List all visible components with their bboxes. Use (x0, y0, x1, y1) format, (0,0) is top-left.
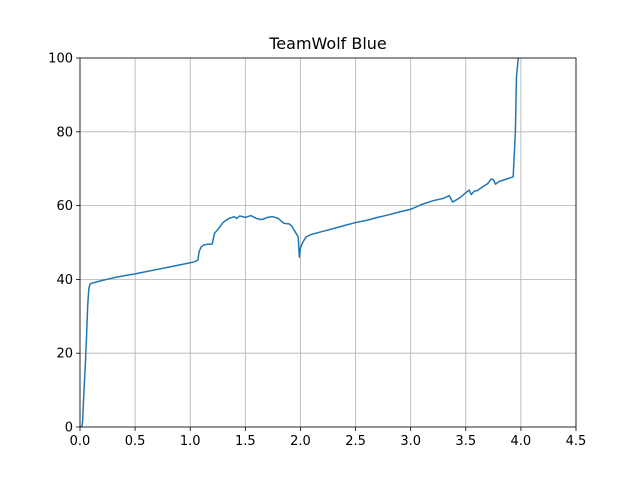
x-tick-label: 0.5 (125, 434, 146, 449)
x-tick-label: 1.0 (180, 434, 201, 449)
x-tick-label: 4.5 (566, 434, 587, 449)
series-layer (80, 58, 520, 427)
y-tick-label: 80 (56, 125, 73, 140)
x-tick-label: 2.5 (345, 434, 366, 449)
y-tick-label: 60 (56, 199, 73, 214)
y-tick-label: 0 (65, 421, 73, 436)
plot-area-frame (79, 57, 577, 428)
x-tick-label: 0.0 (70, 434, 91, 449)
x-tick-label: 3.5 (455, 434, 476, 449)
x-tick-label: 2.0 (290, 434, 311, 449)
x-tick-label: 1.5 (235, 434, 256, 449)
axis-ticks: 0.0 0.5 1.0 1.5 2.0 2.5 3.0 3.5 4.0 4.5 0 20 40 60 80 1… (48, 52, 586, 450)
x-tick-label: 3.0 (400, 434, 421, 449)
y-tick-label: 40 (56, 273, 73, 288)
y-tick-label: 20 (56, 347, 73, 362)
x-tick-label: 4.0 (511, 434, 532, 449)
y-tick-label: 100 (48, 52, 73, 67)
series-line (80, 58, 520, 427)
chart-title: TeamWolf Blue (268, 34, 387, 53)
